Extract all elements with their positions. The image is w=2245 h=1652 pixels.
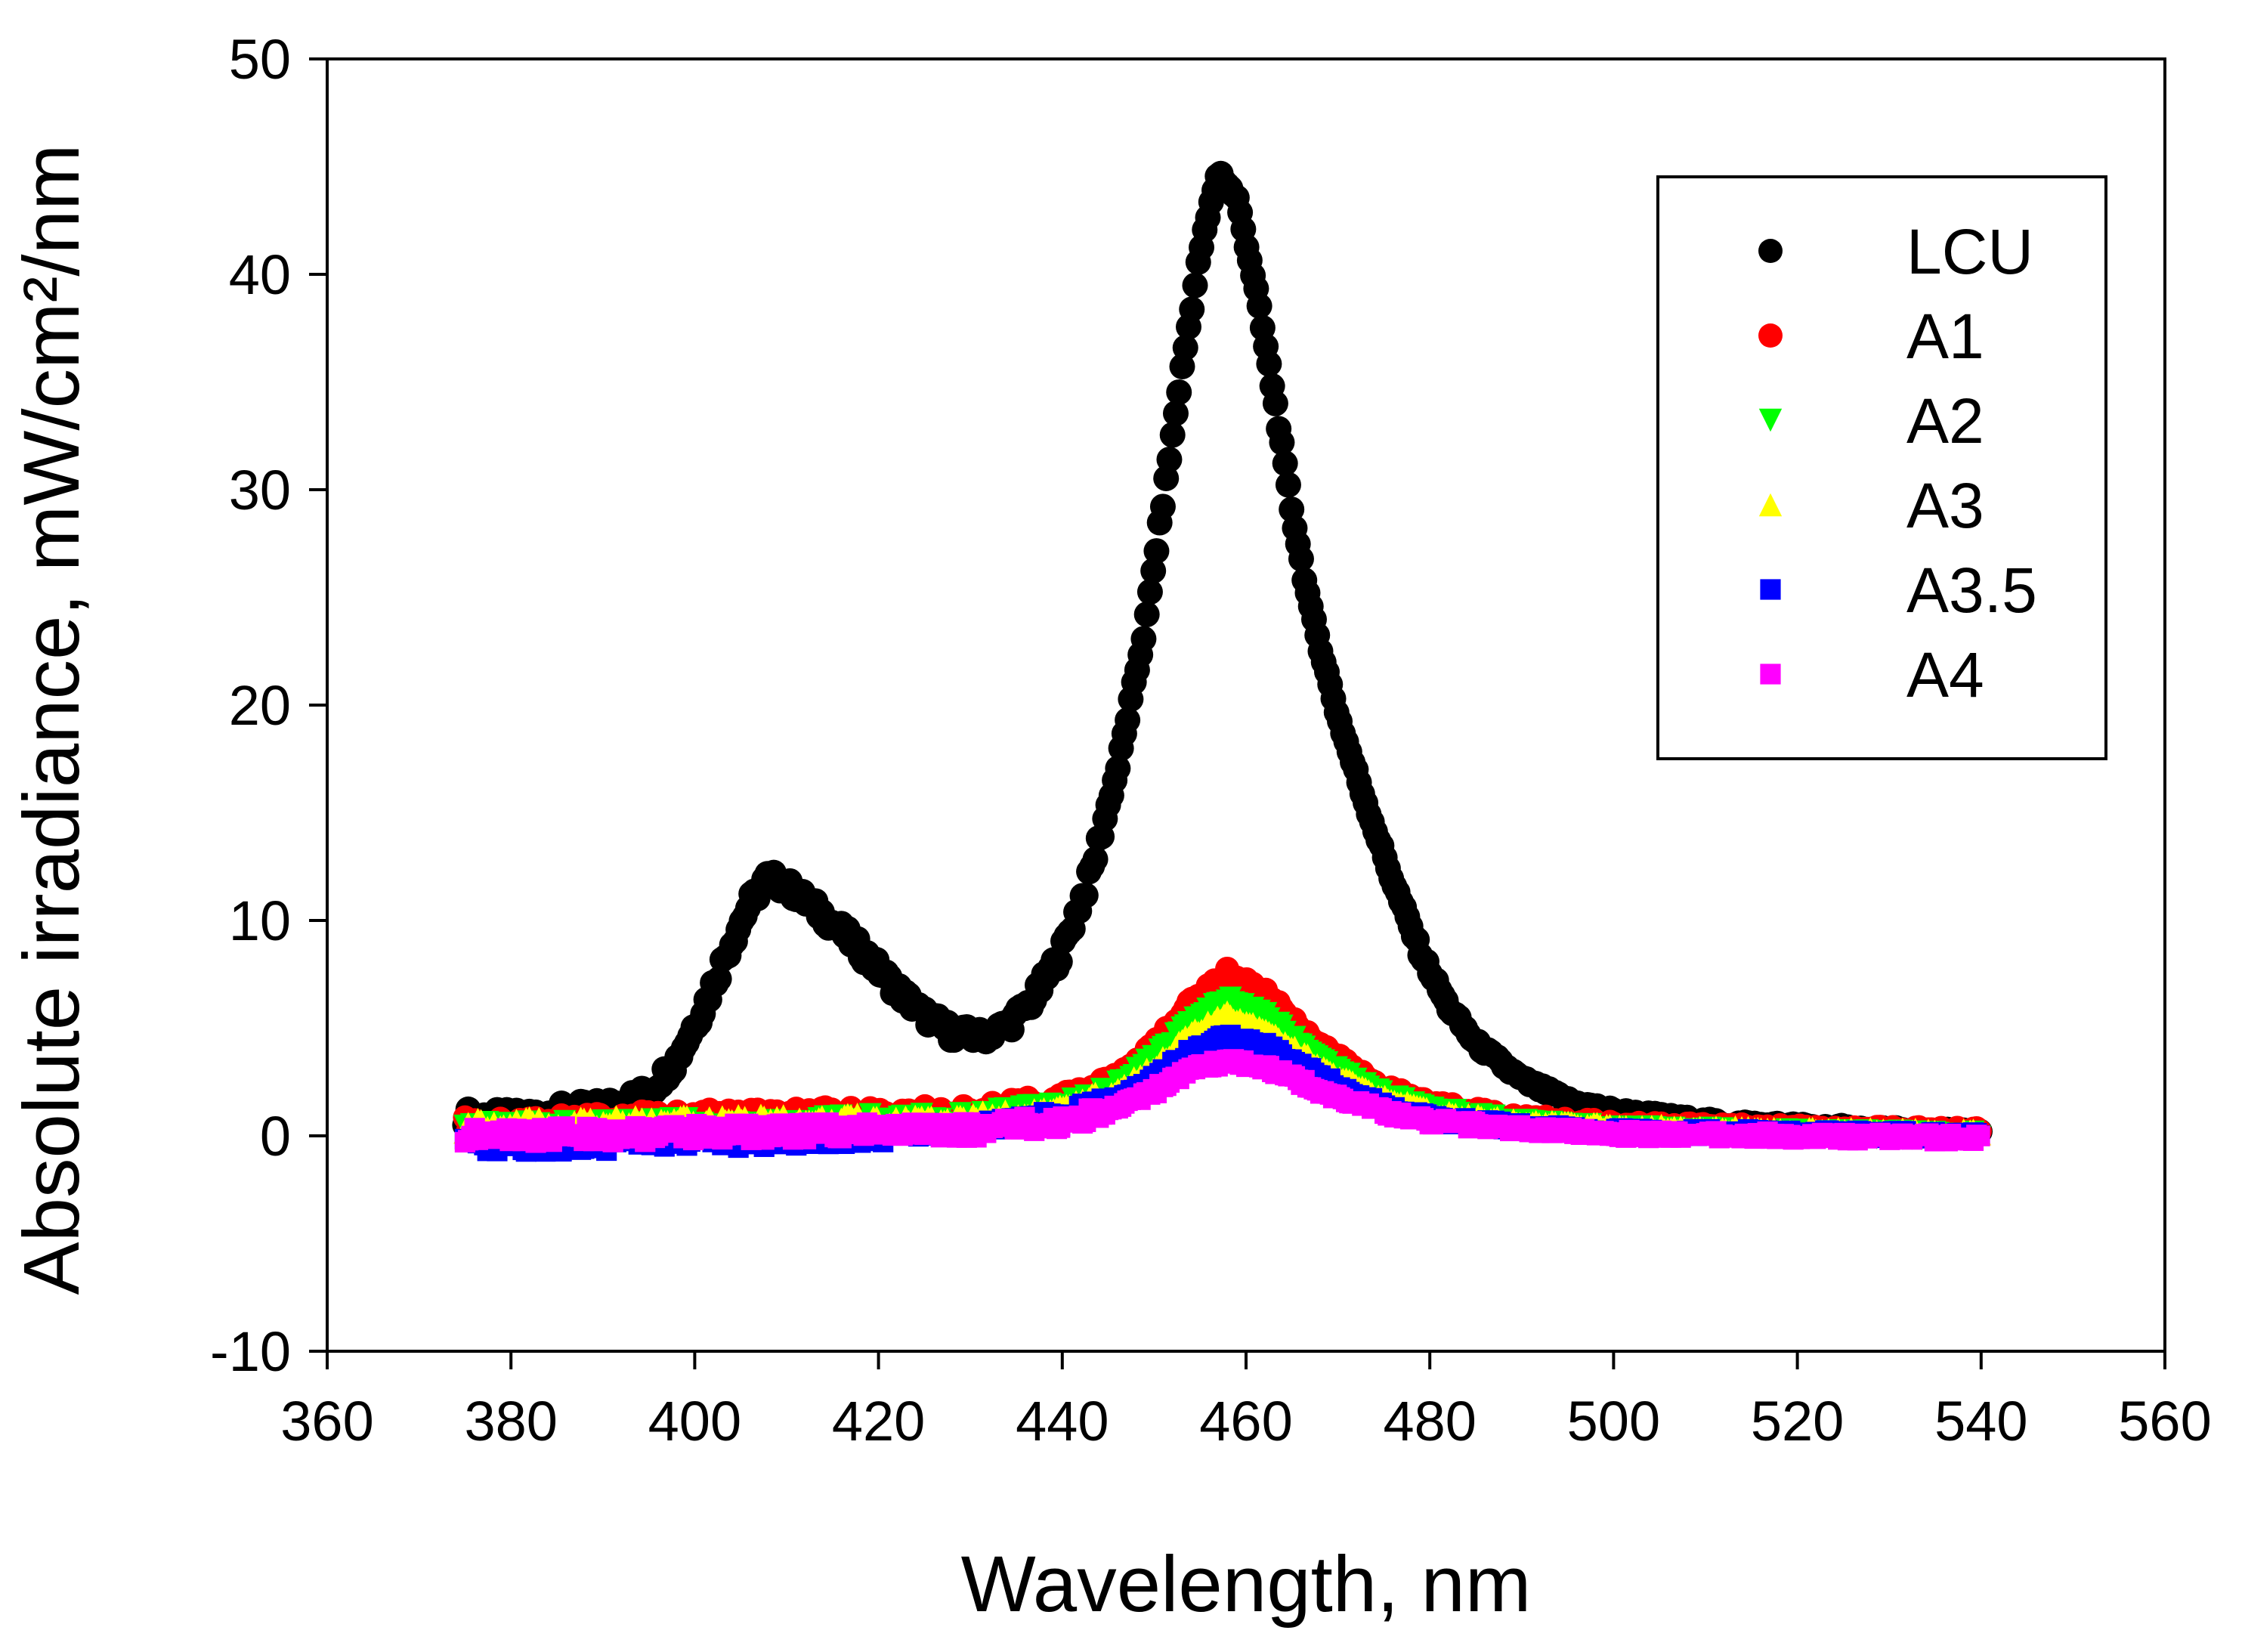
data-point — [1179, 296, 1205, 323]
legend-marker — [1758, 239, 1783, 263]
x-tick-label: 440 — [1016, 1390, 1109, 1452]
legend-marker — [1758, 408, 1783, 432]
x-axis-title: Wavelength, nm — [961, 1540, 1532, 1629]
x-tick-label: 500 — [1567, 1390, 1660, 1452]
data-point — [1133, 601, 1160, 627]
legend-label: A3 — [1906, 470, 1984, 541]
x-tick-label: 520 — [1751, 1390, 1844, 1452]
legend-box — [1656, 175, 2107, 760]
y-axis-title: Absolute irradiance, mW/cm²/nm — [8, 144, 96, 1295]
y-tick-label: -10 — [210, 1320, 291, 1383]
y-tick-label: 0 — [260, 1105, 291, 1168]
legend-item: A2 — [1758, 385, 1984, 456]
data-point — [1262, 390, 1288, 416]
data-point — [1159, 422, 1186, 448]
data-point — [1143, 538, 1170, 565]
legend-label: A1 — [1906, 301, 1984, 372]
legend-label: A4 — [1906, 639, 1984, 710]
x-tick-label: 460 — [1199, 1390, 1292, 1452]
y-tick-label: 50 — [229, 28, 291, 91]
data-point — [1149, 493, 1176, 520]
data-point — [1275, 472, 1301, 498]
legend-marker — [1758, 493, 1783, 517]
x-tick-label: 480 — [1383, 1390, 1476, 1452]
legend-item: A3.5 — [1760, 555, 2037, 626]
data-point — [1166, 379, 1192, 405]
legend-label: LCU — [1906, 216, 2033, 287]
series-layer — [452, 160, 1993, 1162]
data-point — [1115, 707, 1141, 733]
legend-item: A4 — [1760, 639, 1984, 710]
data-point — [1136, 579, 1163, 605]
ticks — [309, 57, 2166, 1369]
legend-marker — [1758, 323, 1783, 348]
legend-marker — [1760, 664, 1781, 685]
x-tick-label: 560 — [2118, 1390, 2211, 1452]
data-point — [706, 966, 732, 992]
data-point — [1130, 626, 1157, 652]
data-point — [1082, 846, 1109, 872]
data-point — [1256, 351, 1282, 377]
data-point — [1140, 558, 1167, 584]
data-point — [1105, 755, 1131, 781]
y-tick-label: 20 — [229, 674, 291, 737]
legend: LCU A1 A2 A3 A3.5 A4 — [1656, 175, 2107, 760]
data-point — [1072, 882, 1099, 908]
data-point — [1172, 335, 1198, 361]
legend-item: A1 — [1758, 301, 1984, 372]
data-point — [1162, 400, 1189, 426]
y-tick-label: 10 — [229, 889, 291, 952]
legend-item: LCU — [1758, 216, 2033, 287]
data-point — [1156, 447, 1183, 473]
x-tick-label: 380 — [464, 1390, 557, 1452]
series-a4 — [454, 1049, 1990, 1153]
data-point — [1969, 1125, 1990, 1146]
legend-item: A3 — [1758, 470, 1984, 541]
y-tick-label: 40 — [229, 243, 291, 306]
data-point — [1269, 429, 1295, 456]
legend-marker — [1760, 579, 1781, 600]
data-point — [1272, 450, 1298, 477]
data-point — [1246, 292, 1272, 319]
y-tick-label: 30 — [229, 459, 291, 521]
legend-label: A3.5 — [1906, 555, 2037, 626]
data-point — [1047, 948, 1073, 975]
x-tick-label: 400 — [648, 1390, 741, 1452]
data-point — [1182, 272, 1208, 299]
x-tick-label: 420 — [832, 1390, 925, 1452]
x-tick-label: 540 — [1934, 1390, 2027, 1452]
data-point — [1288, 546, 1314, 572]
tick-labels: 360 380 400 420 440 460 480 500 520 540 560 -10 0 10 2… — [210, 28, 2212, 1452]
x-tick-label: 360 — [280, 1390, 373, 1452]
legend-label: A2 — [1906, 385, 1984, 456]
